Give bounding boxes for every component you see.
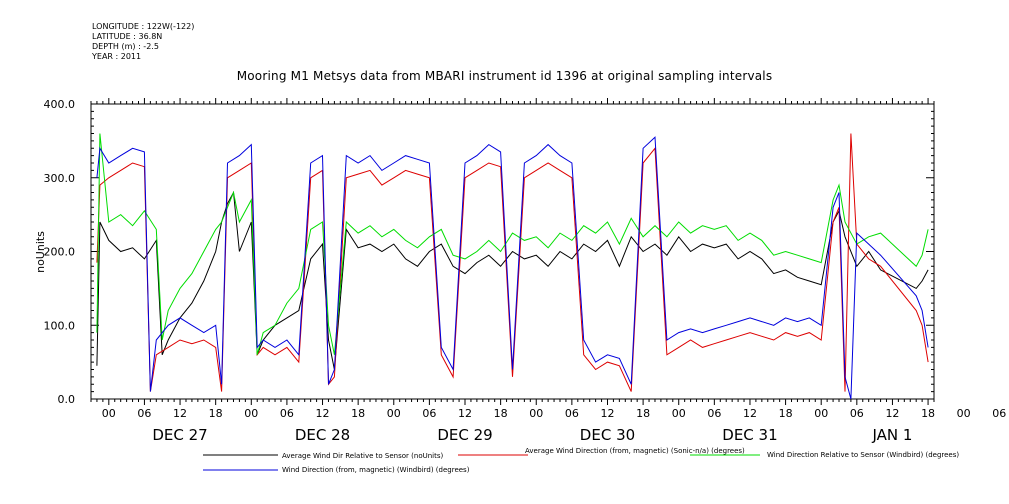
series-line-3 <box>96 133 929 355</box>
x-tick-label: 18 <box>209 407 223 420</box>
y-tick-label: 200.0 <box>44 246 76 259</box>
x-tick-label: 12 <box>885 407 899 420</box>
x-tick-label: 06 <box>280 407 294 420</box>
x-tick-label: 00 <box>244 407 258 420</box>
longitude-label: LONGITUDE : 122W(-122) <box>92 22 195 31</box>
series-line-1 <box>96 190 929 370</box>
x-day-label: DEC 31 <box>722 426 777 444</box>
legend-label-4: Wind Direction (from, magnetic) (Windbir… <box>282 466 470 474</box>
data-series-group <box>96 133 929 400</box>
x-tick-label: 06 <box>565 407 579 420</box>
x-tick-label: 00 <box>387 407 401 420</box>
y-axis-label: noUnits <box>34 231 47 273</box>
legend-label-3: Wind Direction Relative to Sensor (Windb… <box>767 451 959 459</box>
x-tick-label: 00 <box>672 407 686 420</box>
x-tick-label: 00 <box>957 407 971 420</box>
series-line-2 <box>96 133 929 392</box>
x-tick-label: 00 <box>814 407 828 420</box>
metadata-block: LONGITUDE : 122W(-122) LATITUDE : 36.8N … <box>92 22 194 62</box>
x-tick-label: 06 <box>137 407 151 420</box>
legend-label-1: Average Wind Dir Relative to Sensor (noU… <box>282 452 443 460</box>
legend: Average Wind Dir Relative to Sensor (noU… <box>203 447 959 474</box>
x-tick-label: 18 <box>494 407 508 420</box>
x-tick-label: 18 <box>636 407 650 420</box>
x-tick-label: 12 <box>743 407 757 420</box>
x-tick-label: 00 <box>102 407 116 420</box>
x-day-label: JAN 1 <box>871 426 912 444</box>
x-tick-label: 18 <box>779 407 793 420</box>
x-tick-label: 18 <box>351 407 365 420</box>
x-tick-label: 12 <box>600 407 614 420</box>
x-day-label: DEC 29 <box>437 426 492 444</box>
x-tick-label: 12 <box>458 407 472 420</box>
legend-label-2: Average Wind Direction (from, magnetic) … <box>525 447 745 455</box>
x-tick-label: 06 <box>992 407 1006 420</box>
x-day-label: DEC 28 <box>295 426 350 444</box>
x-tick-label: 06 <box>422 407 436 420</box>
x-tick-label: 06 <box>707 407 721 420</box>
x-tick-label: 18 <box>921 407 935 420</box>
series-line-4 <box>96 136 929 400</box>
depth-label: DEPTH (m) : -2.5 <box>92 42 159 51</box>
latitude-label: LATITUDE : 36.8N <box>92 32 163 41</box>
x-day-label: DEC 30 <box>580 426 635 444</box>
x-tick-label: 12 <box>316 407 330 420</box>
year-label: YEAR : 2011 <box>92 52 142 61</box>
chart-axes: 00 06 12 18 00 06 12 18 00 06 12 18 00 06 12 18 00 06 12 18… <box>44 98 1006 444</box>
y-tick-label: 300.0 <box>44 172 76 185</box>
y-tick-label: 100.0 <box>44 319 76 332</box>
x-tick-label: 00 <box>529 407 543 420</box>
chart-title: Mooring M1 Metsys data from MBARI instru… <box>236 69 773 83</box>
y-tick-label: 400.0 <box>44 98 76 111</box>
y-tick-label: 0.0 <box>58 393 76 406</box>
x-day-label: DEC 27 <box>152 426 207 444</box>
x-tick-label: 06 <box>850 407 864 420</box>
x-tick-label: 12 <box>173 407 187 420</box>
